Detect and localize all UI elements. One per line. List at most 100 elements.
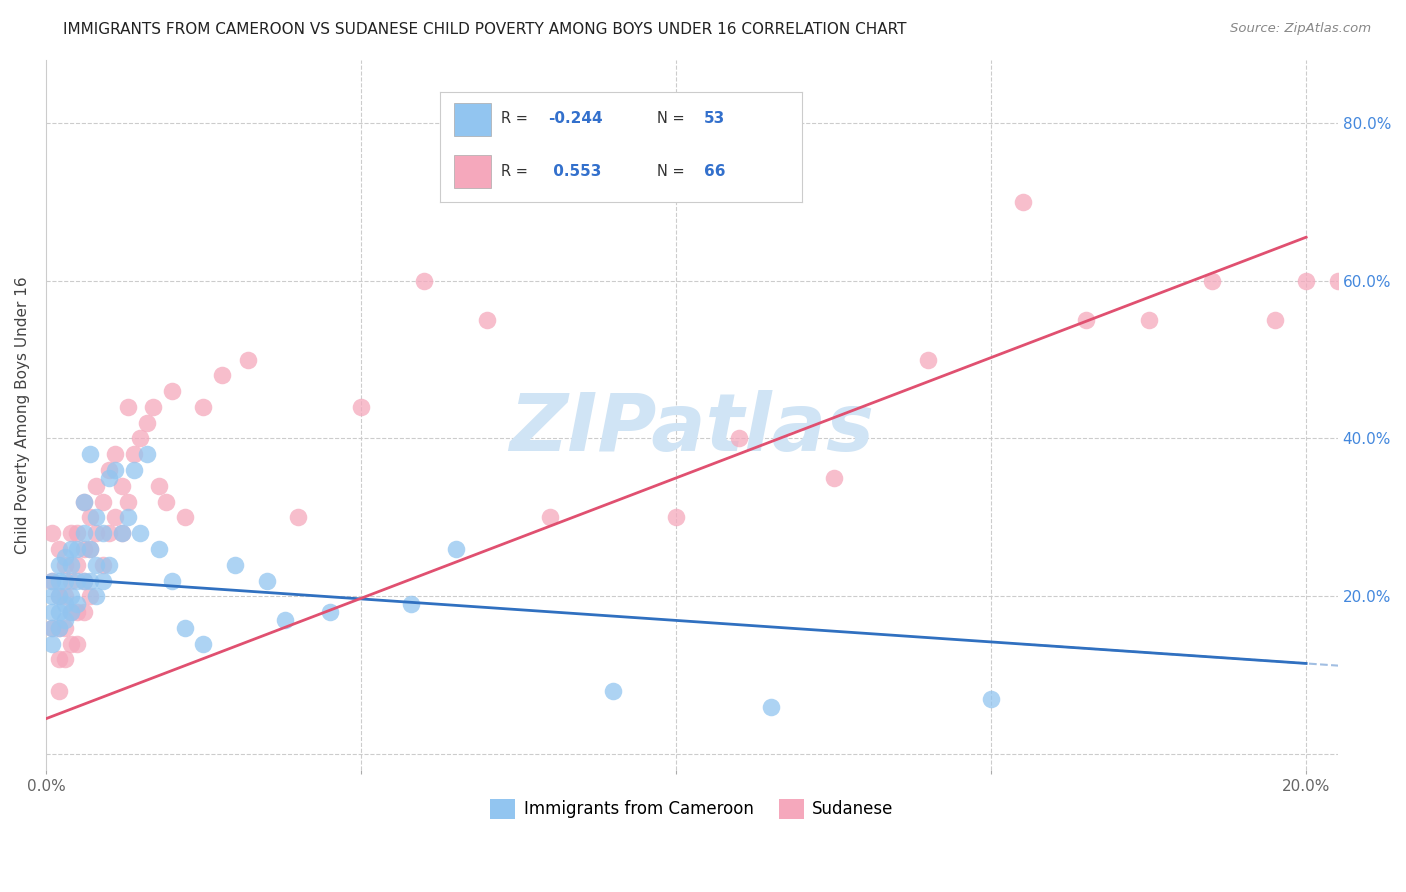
- Point: [48, 621, 70, 635]
- Point: [60, 637, 83, 651]
- Point: [98, 526, 121, 541]
- Point: [73, 605, 96, 619]
- Point: [66, 637, 89, 651]
- Point: [48, 590, 70, 604]
- Point: [104, 510, 127, 524]
- Point: [1295, 274, 1317, 288]
- Point: [110, 526, 132, 541]
- Text: IMMIGRANTS FROM CAMEROON VS SUDANESE CHILD POVERTY AMONG BOYS UNDER 16 CORRELATI: IMMIGRANTS FROM CAMEROON VS SUDANESE CHI…: [63, 22, 907, 37]
- Point: [104, 463, 127, 477]
- Point: [48, 574, 70, 588]
- Point: [117, 510, 139, 524]
- Point: [60, 590, 83, 604]
- Point: [1137, 313, 1160, 327]
- Point: [66, 541, 89, 556]
- Point: [160, 574, 183, 588]
- Point: [1074, 313, 1097, 327]
- Point: [129, 526, 152, 541]
- Point: [41, 621, 63, 635]
- Point: [1201, 274, 1223, 288]
- Point: [60, 541, 83, 556]
- Point: [86, 510, 108, 524]
- Point: [79, 574, 101, 588]
- Point: [1011, 194, 1033, 209]
- Point: [60, 558, 83, 572]
- Point: [91, 494, 114, 508]
- Point: [79, 541, 101, 556]
- Point: [60, 574, 83, 588]
- Point: [350, 400, 373, 414]
- Point: [53, 597, 76, 611]
- Point: [73, 574, 96, 588]
- Point: [129, 432, 152, 446]
- Point: [66, 605, 89, 619]
- Point: [48, 558, 70, 572]
- Point: [256, 574, 278, 588]
- Point: [759, 699, 782, 714]
- Point: [98, 558, 121, 572]
- Point: [48, 684, 70, 698]
- Point: [53, 613, 76, 627]
- Point: [79, 541, 101, 556]
- Point: [122, 447, 145, 461]
- Point: [110, 526, 132, 541]
- Point: [66, 574, 89, 588]
- Point: [110, 479, 132, 493]
- Point: [41, 590, 63, 604]
- Point: [1326, 274, 1348, 288]
- Point: [117, 494, 139, 508]
- Point: [475, 313, 498, 327]
- Point: [86, 558, 108, 572]
- Point: [86, 479, 108, 493]
- Point: [53, 590, 76, 604]
- Point: [193, 400, 215, 414]
- Point: [444, 541, 467, 556]
- Point: [91, 526, 114, 541]
- Point: [135, 416, 157, 430]
- Point: [48, 621, 70, 635]
- Point: [53, 621, 76, 635]
- Point: [122, 463, 145, 477]
- Point: [73, 494, 96, 508]
- Point: [148, 541, 170, 556]
- Text: Source: ZipAtlas.com: Source: ZipAtlas.com: [1230, 22, 1371, 36]
- Point: [160, 384, 183, 398]
- Point: [86, 590, 108, 604]
- Point: [173, 510, 195, 524]
- Point: [41, 621, 63, 635]
- Point: [287, 510, 309, 524]
- Point: [73, 494, 96, 508]
- Point: [60, 526, 83, 541]
- Point: [193, 637, 215, 651]
- Point: [66, 558, 89, 572]
- Point: [823, 471, 845, 485]
- Point: [538, 510, 561, 524]
- Point: [401, 597, 423, 611]
- Y-axis label: Child Poverty Among Boys Under 16: Child Poverty Among Boys Under 16: [15, 276, 30, 554]
- Text: ZIPatlas: ZIPatlas: [509, 390, 875, 468]
- Point: [53, 652, 76, 666]
- Point: [917, 352, 939, 367]
- Point: [41, 574, 63, 588]
- Point: [66, 597, 89, 611]
- Point: [73, 541, 96, 556]
- Point: [211, 368, 233, 383]
- Point: [79, 447, 101, 461]
- Point: [413, 274, 436, 288]
- Point: [155, 494, 177, 508]
- Point: [41, 574, 63, 588]
- Point: [142, 400, 165, 414]
- Point: [53, 549, 76, 564]
- Point: [73, 526, 96, 541]
- Point: [318, 605, 340, 619]
- Point: [98, 471, 121, 485]
- Legend: Immigrants from Cameroon, Sudanese: Immigrants from Cameroon, Sudanese: [484, 792, 900, 826]
- Point: [1264, 313, 1286, 327]
- Point: [98, 463, 121, 477]
- Point: [41, 605, 63, 619]
- Point: [274, 613, 297, 627]
- Point: [602, 684, 624, 698]
- Point: [60, 605, 83, 619]
- Point: [53, 558, 76, 572]
- Point: [728, 432, 751, 446]
